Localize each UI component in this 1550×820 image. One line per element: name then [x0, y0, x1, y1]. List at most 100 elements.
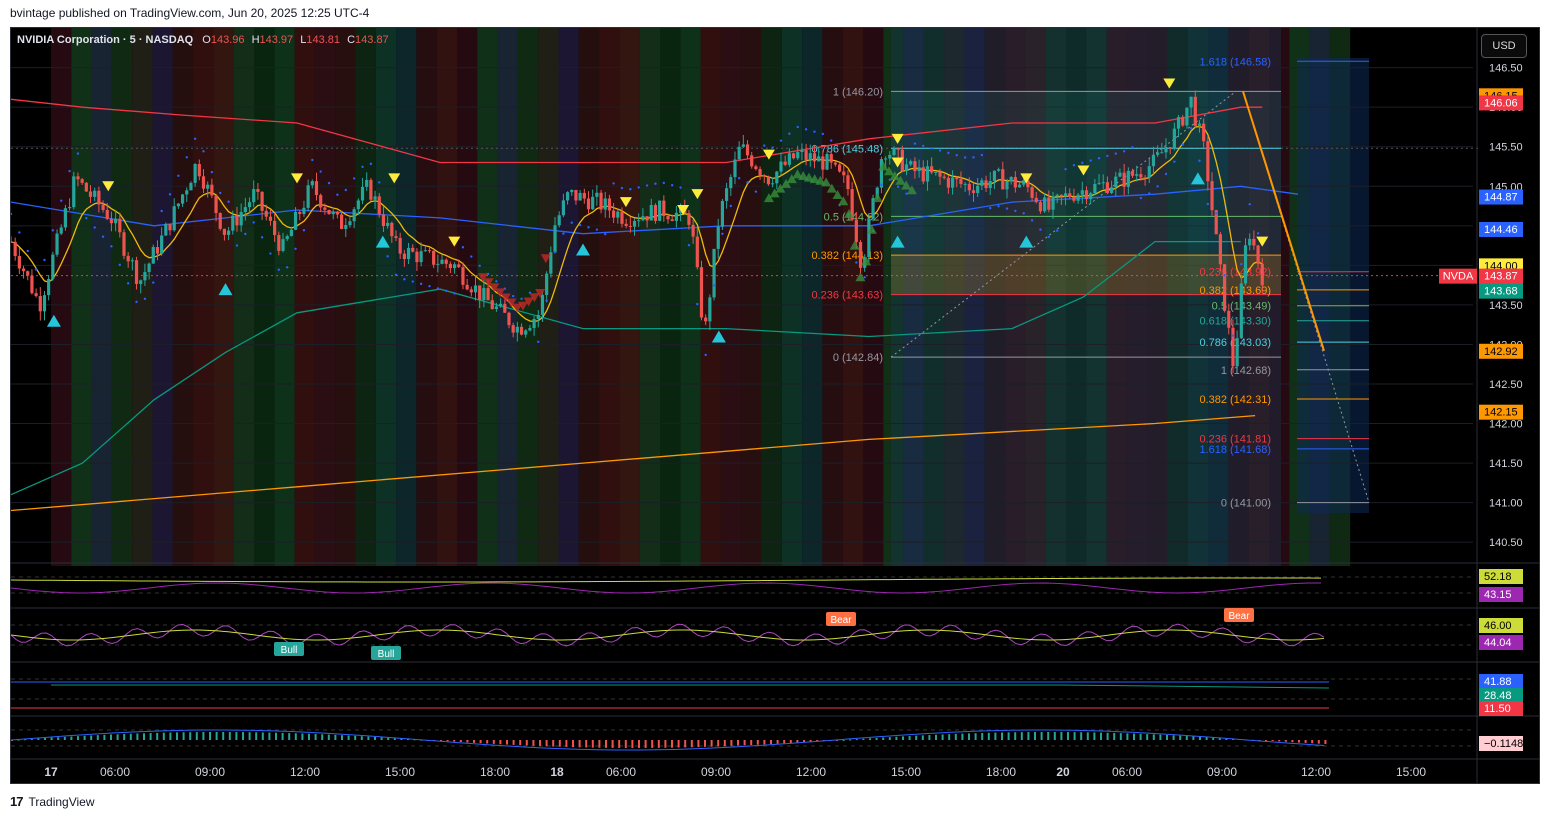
candle-body [1114, 176, 1118, 188]
time-axis-tick-label: 18:00 [480, 765, 510, 779]
candle-body [160, 235, 164, 254]
psar-dot [679, 186, 682, 189]
macd-histogram-bar [248, 732, 251, 740]
candle-body [900, 149, 904, 172]
symbol-legend[interactable]: NVIDIA Corporation · 5 · NASDAQ O143.96 … [17, 34, 389, 46]
candle-body [620, 211, 624, 224]
price-axis-tick-label: 142.00 [1489, 419, 1523, 431]
candle-body [47, 278, 51, 296]
psar-dot [947, 151, 950, 155]
candle-body [1084, 190, 1089, 200]
bull-cluster-icon [786, 174, 797, 184]
macd-histogram-bar [558, 740, 561, 747]
macd-histogram-bar [842, 739, 845, 741]
macd-histogram-bar [1317, 740, 1320, 744]
candle-body [750, 155, 754, 167]
candle-body [1202, 123, 1206, 142]
high-label: H [251, 34, 260, 46]
chart-svg[interactable]: 1 (146.20)0.786 (145.48)0.5 (144.62)0.38… [11, 28, 1540, 784]
candle-body [285, 236, 289, 240]
macd-histogram-bar [1199, 736, 1201, 740]
candle-body [553, 225, 557, 253]
macd-histogram-bar [631, 740, 634, 748]
oscillator-value-badge [1479, 618, 1523, 633]
bear-cluster-icon [483, 278, 494, 288]
candle-body [314, 181, 319, 196]
highlight-zone [891, 28, 1281, 566]
candle-body [1080, 190, 1084, 195]
candle-body [189, 182, 193, 191]
indicator-line-band-upper [11, 98, 1263, 164]
candle-body [319, 195, 323, 208]
psar-dot [620, 186, 624, 190]
macd-histogram-bar [499, 740, 502, 745]
macd-histogram-bar [407, 738, 409, 740]
oscillator-value-badge [1479, 569, 1523, 584]
macd-histogram-bar [869, 738, 871, 740]
macd-histogram-bar [162, 732, 165, 740]
bull-label-text: Bull [281, 645, 298, 656]
candle-body [402, 253, 406, 259]
macd-histogram-bar [1298, 740, 1300, 743]
currency-selector[interactable]: USD [1481, 34, 1527, 58]
candle-body [913, 161, 917, 172]
macd-histogram-bar [1040, 732, 1043, 740]
psar-dot [252, 221, 255, 224]
macd-histogram-bar [446, 740, 449, 742]
psar-dot [277, 268, 281, 271]
bull-cluster-icon [878, 161, 889, 171]
fib-left-level-label: 0.786 (145.48) [811, 143, 883, 155]
candle-body [1176, 117, 1181, 129]
sell-signal-icon [1256, 236, 1269, 247]
macd-histogram-bar [809, 740, 812, 742]
candle-body [11, 241, 13, 243]
candle-body [1156, 152, 1160, 155]
candle-body [1072, 196, 1076, 201]
candle-body [938, 172, 942, 177]
session-band [1106, 28, 1127, 566]
macd-histogram-bar [770, 740, 772, 745]
fib-retracement-right: 1.618 (146.58) 0.236 (143.92) 0.382 (143.6… [1199, 56, 1370, 510]
candle-body [804, 150, 808, 160]
bear-cluster-icon [506, 298, 517, 308]
candle-body [109, 218, 114, 224]
macd-histogram-bar [143, 733, 145, 740]
candle-body [21, 268, 26, 272]
psar-dot [1022, 212, 1025, 215]
candle-body [176, 203, 180, 207]
candle-body [122, 232, 126, 256]
candle-body [896, 148, 900, 150]
candle-body [967, 183, 971, 191]
psar-dot [830, 139, 833, 142]
fib-right-level-label: 1 (142.68) [1221, 365, 1271, 377]
macd-histogram-bar [182, 732, 185, 740]
psar-dot [955, 153, 958, 157]
bull-label-badge [371, 646, 401, 660]
candle-body [1055, 194, 1059, 197]
bear-label-badge [1224, 608, 1254, 622]
psar-dot [210, 170, 214, 174]
macd-histogram-bar [968, 733, 970, 740]
macd-histogram-bar [974, 733, 977, 740]
candle-body [289, 229, 293, 237]
psar-dot [1139, 196, 1143, 200]
psar-dot [68, 169, 71, 173]
candle-body [997, 169, 1001, 171]
psar-dot [118, 263, 122, 267]
macd-histogram-bar [486, 740, 489, 744]
macd-histogram-bar [354, 735, 357, 740]
candle-body [1214, 210, 1218, 235]
macd-histogram-bar [195, 732, 198, 740]
candle-body [1193, 96, 1197, 126]
candle-body [118, 218, 122, 233]
oscillator-value-text: 46.00 [1484, 620, 1512, 632]
macd-histogram-bar [921, 735, 924, 740]
candle-body [1243, 245, 1248, 284]
macd-histogram-bar [222, 732, 225, 740]
macd-histogram-bar [664, 740, 667, 748]
macd-histogram-bar [37, 738, 40, 740]
candle-body [461, 267, 465, 285]
chart-area[interactable]: 1 (146.20) 0.786 (145.48) 0.5 (144.62) 0.38… [10, 27, 1540, 784]
candle-body [959, 179, 963, 184]
macd-histogram-bar [44, 738, 46, 740]
